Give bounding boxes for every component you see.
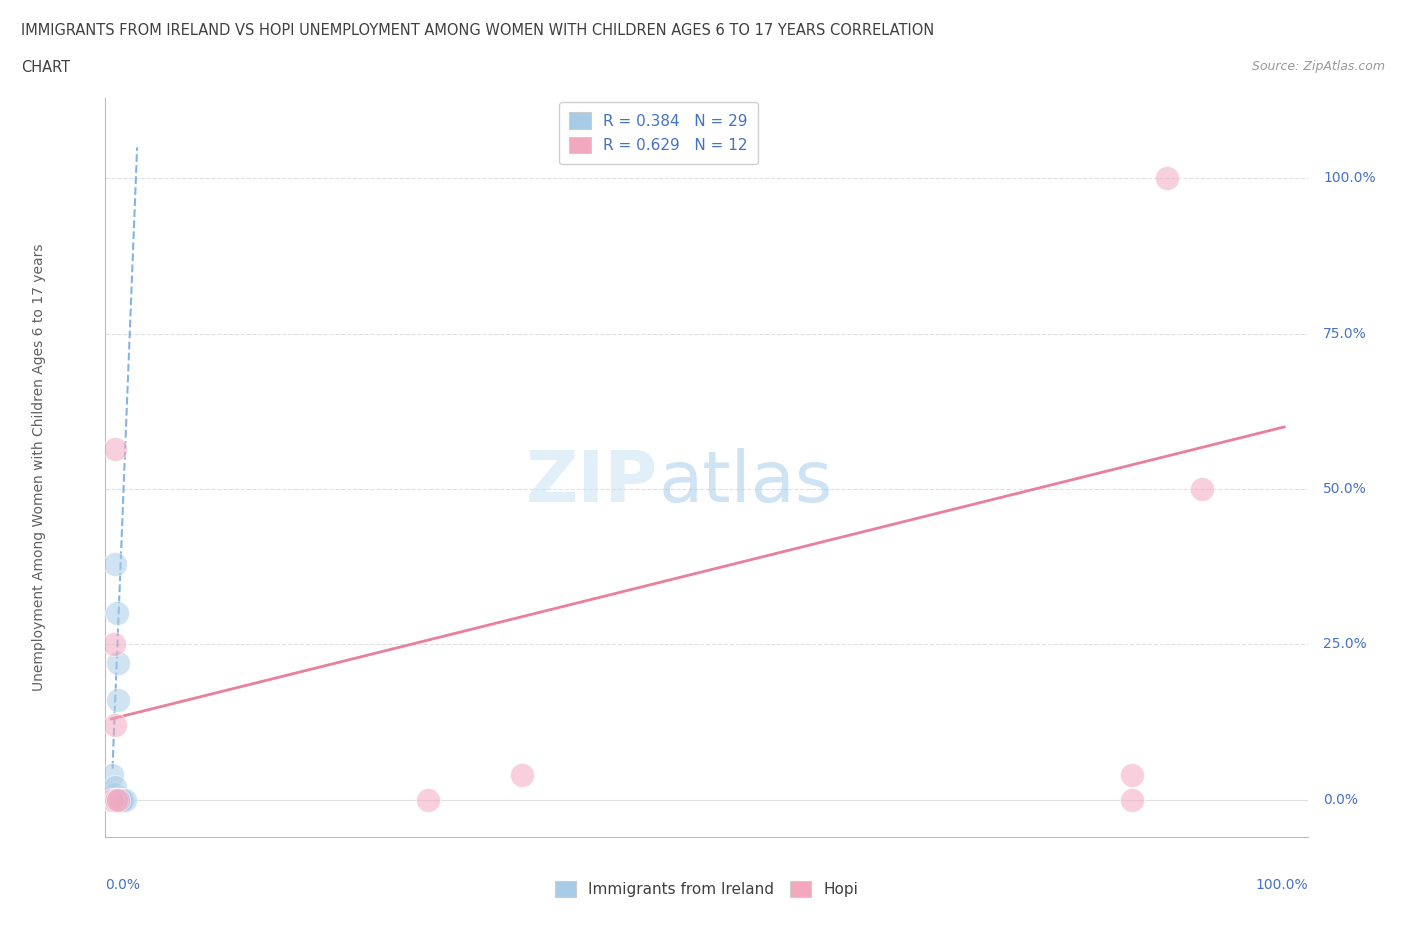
Point bbox=[105, 792, 128, 807]
Point bbox=[101, 767, 124, 782]
Point bbox=[104, 780, 127, 795]
Point bbox=[104, 792, 127, 807]
Point bbox=[105, 792, 128, 807]
Point bbox=[103, 792, 125, 807]
Text: 25.0%: 25.0% bbox=[1323, 637, 1367, 651]
Text: ZIP: ZIP bbox=[526, 447, 658, 516]
Point bbox=[110, 792, 132, 807]
Point bbox=[510, 767, 533, 782]
Point bbox=[105, 792, 128, 807]
Text: 0.0%: 0.0% bbox=[105, 878, 141, 892]
Text: Source: ZipAtlas.com: Source: ZipAtlas.com bbox=[1251, 60, 1385, 73]
Point bbox=[108, 792, 131, 807]
Text: 0.0%: 0.0% bbox=[1323, 792, 1358, 806]
Point bbox=[104, 718, 127, 733]
Point bbox=[103, 792, 125, 807]
Point bbox=[103, 792, 125, 807]
Point bbox=[101, 792, 124, 807]
Point bbox=[101, 792, 124, 807]
Point bbox=[104, 792, 127, 807]
Point bbox=[101, 792, 124, 807]
Point bbox=[101, 792, 124, 807]
Text: atlas: atlas bbox=[658, 447, 832, 516]
Point bbox=[104, 556, 127, 571]
Text: 75.0%: 75.0% bbox=[1323, 326, 1367, 340]
Point bbox=[107, 693, 129, 708]
Point bbox=[103, 637, 125, 652]
Point bbox=[1156, 171, 1178, 186]
Point bbox=[105, 605, 128, 620]
Point bbox=[1121, 792, 1143, 807]
Point bbox=[104, 792, 127, 807]
Text: 50.0%: 50.0% bbox=[1323, 482, 1367, 496]
Point bbox=[105, 792, 128, 807]
Point bbox=[107, 792, 129, 807]
Text: Unemployment Among Women with Children Ages 6 to 17 years: Unemployment Among Women with Children A… bbox=[32, 244, 46, 691]
Point bbox=[105, 792, 128, 807]
Point bbox=[103, 792, 125, 807]
Point bbox=[103, 786, 125, 801]
Text: 100.0%: 100.0% bbox=[1323, 171, 1376, 185]
Point bbox=[416, 792, 439, 807]
Point bbox=[114, 792, 136, 807]
Point bbox=[105, 792, 128, 807]
Text: 100.0%: 100.0% bbox=[1256, 878, 1308, 892]
Point bbox=[101, 792, 124, 807]
Legend: Immigrants from Ireland, Hopi: Immigrants from Ireland, Hopi bbox=[548, 874, 865, 903]
Point bbox=[1121, 767, 1143, 782]
Point bbox=[1191, 482, 1213, 497]
Point bbox=[111, 792, 134, 807]
Point bbox=[101, 792, 124, 807]
Point bbox=[101, 792, 124, 807]
Point bbox=[104, 441, 127, 456]
Text: CHART: CHART bbox=[21, 60, 70, 75]
Text: IMMIGRANTS FROM IRELAND VS HOPI UNEMPLOYMENT AMONG WOMEN WITH CHILDREN AGES 6 TO: IMMIGRANTS FROM IRELAND VS HOPI UNEMPLOY… bbox=[21, 23, 935, 38]
Point bbox=[107, 656, 129, 671]
